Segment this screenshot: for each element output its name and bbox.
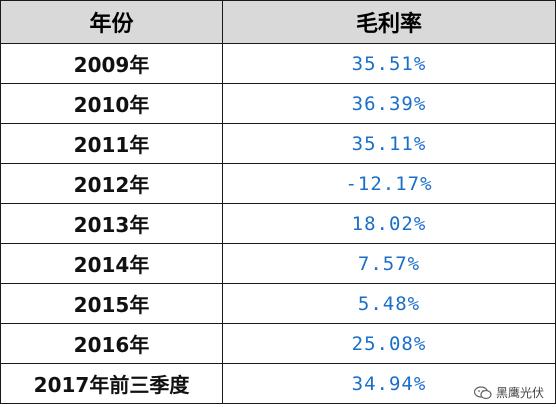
gross-margin-cell: -12.17%: [222, 163, 556, 204]
table-row: 2013年 18.02%: [0, 203, 556, 244]
table-row: 2015年 5.48%: [0, 283, 556, 324]
year-cell: 2014年: [0, 243, 223, 284]
header-row: 年份 毛利率: [0, 0, 556, 44]
column-header-year: 年份: [0, 0, 223, 44]
table-row: 2016年 25.08%: [0, 323, 556, 364]
watermark-text: 黑鹰光伏: [495, 386, 544, 400]
year-cell: 2010年: [0, 83, 223, 124]
gross-margin-cell: 35.51%: [222, 43, 556, 84]
table-row: 2012年 -12.17%: [0, 163, 556, 204]
gross-margin-cell: 36.39%: [222, 83, 556, 124]
gross-margin-cell: 25.08%: [222, 323, 556, 364]
year-cell: 2015年: [0, 283, 223, 324]
gross-margin-cell: 7.57%: [222, 243, 556, 284]
wechat-icon: [473, 385, 492, 399]
table-row: 2009年 35.51%: [0, 43, 556, 84]
gross-margin-cell: 18.02%: [222, 203, 556, 244]
table-row: 2010年 36.39%: [0, 83, 556, 124]
gross-margin-cell: 5.48%: [222, 283, 556, 324]
year-cell: 2011年: [0, 123, 223, 164]
table-row: 2017年前三季度 34.94%: [0, 363, 556, 404]
year-cell: 2009年: [0, 43, 223, 84]
column-header-gross-margin: 毛利率: [222, 0, 556, 44]
gross-margin-cell: 35.11%: [222, 123, 556, 164]
table-row: 2014年 7.57%: [0, 243, 556, 284]
year-cell: 2016年: [0, 323, 223, 364]
year-cell: 2013年: [0, 203, 223, 244]
year-cell: 2017年前三季度: [0, 363, 223, 404]
year-cell: 2012年: [0, 163, 223, 204]
watermark: 黑鹰光伏: [469, 382, 548, 403]
table-row: 2011年 35.11%: [0, 123, 556, 164]
